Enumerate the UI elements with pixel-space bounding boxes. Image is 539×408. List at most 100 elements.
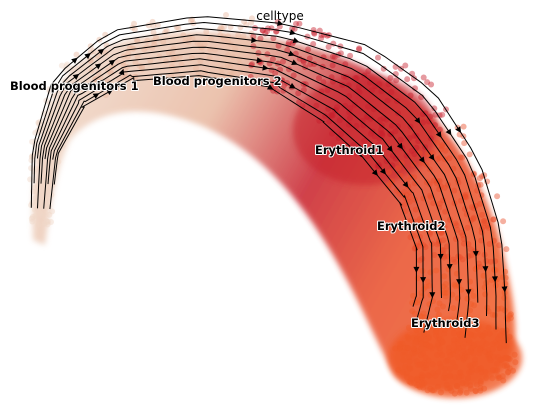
cell-point	[441, 327, 448, 333]
cell-point	[466, 362, 473, 369]
cell-point	[418, 336, 425, 343]
cell-point	[280, 58, 286, 65]
cell-point	[462, 350, 468, 357]
cell-point	[487, 357, 494, 364]
cell-point	[442, 208, 449, 215]
stream-arrowhead	[256, 57, 263, 64]
stream-arrowhead	[445, 128, 452, 136]
cell-point	[451, 187, 458, 194]
cell-point	[436, 200, 443, 207]
cell-point	[439, 111, 446, 118]
cell-point	[347, 52, 354, 59]
cell-point	[342, 102, 349, 109]
cell-point	[410, 334, 417, 341]
cell-point	[413, 144, 420, 151]
cell-point	[289, 25, 296, 32]
cell-point	[486, 241, 493, 247]
cell-point	[414, 375, 420, 382]
cell-point	[465, 375, 472, 382]
cell-point	[492, 258, 499, 265]
cell-point	[37, 210, 44, 217]
cell-point	[442, 365, 448, 372]
cell-point	[389, 162, 396, 169]
cell-point	[41, 220, 48, 227]
cell-point	[442, 147, 449, 154]
stream-arrowhead	[414, 117, 421, 124]
cell-point	[374, 163, 381, 169]
cell-point	[264, 51, 271, 58]
cell-point	[481, 385, 488, 392]
cell-point	[504, 369, 511, 376]
cell-point	[450, 347, 457, 353]
cell-point	[467, 339, 474, 346]
cell-point	[224, 62, 231, 69]
cell-point	[416, 297, 422, 304]
cell-point	[364, 153, 371, 160]
cell-point	[231, 69, 237, 76]
cell-point	[416, 361, 423, 368]
cell-point	[490, 367, 496, 374]
cell-point	[423, 336, 430, 343]
cell-point	[439, 142, 446, 148]
cell-point	[420, 285, 427, 292]
cell-point	[423, 341, 430, 348]
cell-point	[41, 164, 48, 171]
cell-point	[356, 46, 363, 53]
cell-point	[471, 332, 478, 339]
cell-point	[329, 53, 336, 60]
cell-point	[237, 24, 244, 31]
cluster-label-blood-progenitors-2: Blood progenitors 2	[153, 74, 282, 88]
cell-point	[467, 385, 474, 392]
cell-point	[322, 113, 329, 120]
cell-point	[482, 291, 489, 298]
cell-point	[472, 266, 479, 272]
cell-point	[500, 329, 507, 336]
cell-point	[414, 376, 420, 383]
cell-point	[455, 282, 462, 289]
cell-point	[102, 92, 109, 99]
cell-point	[284, 47, 291, 54]
cell-point	[203, 28, 210, 35]
cell-point	[421, 364, 428, 371]
cell-point	[495, 305, 502, 312]
cell-point	[413, 358, 420, 365]
cell-point	[384, 97, 391, 104]
cell-point	[420, 119, 426, 126]
cell-point	[459, 332, 466, 339]
cell-point	[387, 74, 394, 81]
cell-point	[418, 375, 425, 382]
cell-point	[456, 331, 463, 338]
cell-point	[472, 360, 479, 367]
cell-point	[476, 350, 483, 357]
cell-point	[377, 130, 384, 137]
cell-point	[393, 77, 400, 84]
cell-point	[490, 216, 497, 223]
cell-point	[132, 59, 139, 66]
cell-point	[237, 60, 243, 67]
stream-arrowhead	[262, 77, 269, 84]
cell-point	[492, 267, 499, 274]
cell-point	[310, 41, 317, 47]
cell-point	[48, 170, 55, 177]
cell-point	[462, 191, 469, 198]
cell-point	[326, 118, 333, 125]
cell-point	[464, 224, 471, 231]
cell-point	[387, 131, 394, 138]
cell-point	[47, 180, 54, 187]
cell-point	[429, 370, 436, 377]
cell-point	[496, 339, 503, 346]
cell-point	[428, 81, 435, 88]
cell-point	[441, 184, 448, 191]
cell-point	[495, 354, 502, 361]
cell-point	[502, 280, 509, 287]
cell-point	[425, 335, 432, 342]
cell-point	[428, 345, 435, 352]
cell-point	[404, 76, 411, 83]
cell-point	[483, 340, 490, 347]
cell-point	[385, 81, 392, 88]
cell-point	[434, 156, 441, 163]
stream-arrowhead	[291, 59, 298, 65]
cell-point	[424, 330, 431, 337]
cell-point	[400, 351, 407, 358]
cell-point	[437, 336, 444, 343]
